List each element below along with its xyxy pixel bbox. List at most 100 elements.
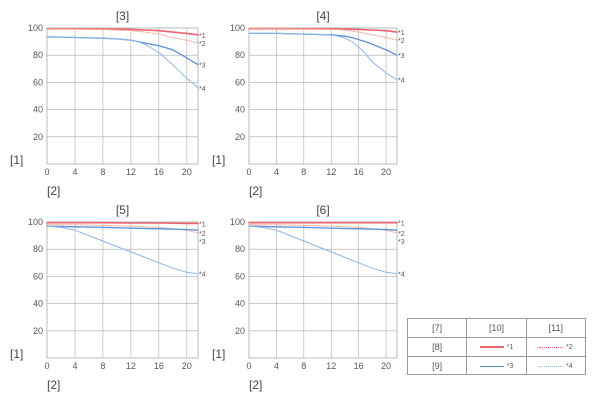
legend-entry-label: *3	[506, 362, 514, 370]
series-line-3	[46, 225, 199, 231]
x-axis-label: [2]	[47, 378, 60, 392]
plot-frame	[46, 221, 199, 359]
series-line-4	[248, 32, 398, 81]
x-tick-label: 20	[182, 167, 192, 177]
legend-header-cell: [10]	[466, 319, 525, 337]
legend-entry-series-1: *1	[466, 338, 525, 356]
y-tick-label: 60	[235, 271, 245, 281]
series-end-label: *3	[398, 239, 405, 246]
y-tick-label: 60	[33, 77, 43, 87]
dotted-line-swatch	[539, 346, 563, 348]
x-axis-label: [2]	[249, 184, 262, 198]
y-tick-label: 80	[33, 244, 43, 254]
x-tick-label: 12	[326, 167, 336, 177]
mtf-panel: 0 4 8 12 16 20 20 40 60 80 100 [5] [1] [2] *1 *2*3 *4	[10, 203, 206, 392]
y-tick-label: 100	[230, 23, 245, 33]
legend-table: [7] [10] [11] [8] *1 *2 [9] *3 *4	[407, 318, 586, 375]
chart-title: [3]	[116, 9, 129, 23]
x-tick-label: 20	[381, 361, 391, 371]
x-tick-label: 8	[301, 361, 306, 371]
x-tick-label: 16	[354, 167, 364, 177]
legend-row-label: [8]	[432, 342, 443, 352]
x-tick-label: 4	[274, 361, 279, 371]
solid-line-swatch	[479, 346, 504, 348]
series-end-label: *4	[398, 78, 405, 85]
legend-header-row: [7] [10] [11]	[408, 319, 585, 337]
dotted-line-swatch	[539, 365, 563, 367]
x-tick-label: 4	[72, 167, 77, 177]
y-tick-label: 80	[235, 244, 245, 254]
series-line-3	[46, 36, 199, 66]
x-tick-label: 4	[72, 361, 77, 371]
y-tick-label: 20	[33, 132, 43, 142]
legend-row-label: [9]	[432, 361, 443, 371]
series-line-1	[46, 27, 199, 36]
y-tick-label: 20	[235, 326, 245, 336]
series-end-label: *2	[398, 38, 405, 45]
y-tick-label: 100	[230, 217, 245, 227]
chart-title: [4]	[316, 9, 329, 23]
x-axis-label: [2]	[249, 378, 262, 392]
x-tick-label: 12	[126, 167, 136, 177]
x-tick-label: 12	[126, 361, 136, 371]
legend-entry-series-4: *4	[525, 357, 585, 375]
series-line-2	[248, 224, 398, 234]
x-tick-label: 0	[246, 167, 251, 177]
legend-header-cell: [7]	[432, 323, 443, 333]
series-line-4	[46, 225, 199, 275]
y-tick-label: 40	[33, 105, 43, 115]
y-tick-label: 100	[28, 23, 43, 33]
y-tick-label: 80	[33, 50, 43, 60]
y-axis-label: [1]	[212, 347, 225, 361]
series-line-1	[248, 27, 398, 33]
series-end-label: *1	[398, 221, 405, 228]
x-tick-label: 0	[44, 361, 49, 371]
mtf-panel: 0 4 8 12 16 20 20 40 60 80 100 [3] [1] [2] *1*2 *3 *4	[10, 9, 206, 198]
x-tick-label: 4	[274, 167, 279, 177]
x-tick-label: 0	[44, 167, 49, 177]
series-line-4	[248, 225, 398, 275]
y-tick-label: 40	[235, 299, 245, 309]
series-end-label: *1	[199, 33, 206, 40]
legend-entry-label: *4	[566, 362, 573, 370]
x-tick-label: 16	[154, 167, 164, 177]
series-end-label: *1	[398, 30, 405, 37]
x-tick-label: 12	[326, 361, 336, 371]
series-end-label: *2	[398, 231, 405, 238]
y-tick-label: 80	[235, 50, 245, 60]
y-tick-label: 40	[33, 299, 43, 309]
series-end-label: *2	[199, 231, 206, 238]
series-end-label: *4	[199, 272, 206, 279]
series-line-2	[248, 28, 398, 41]
chart-title: [5]	[116, 203, 129, 217]
legend-row: [9] *3 *4	[408, 356, 585, 375]
solid-line-swatch	[479, 365, 504, 367]
y-tick-label: 100	[28, 217, 43, 227]
y-axis-label: [1]	[10, 347, 23, 361]
x-axis-label: [2]	[47, 184, 60, 198]
series-end-label: *4	[199, 86, 206, 93]
y-axis-label: [1]	[212, 153, 225, 167]
x-tick-label: 8	[301, 167, 306, 177]
series-end-label: *4	[398, 272, 405, 279]
plot-frame	[248, 27, 398, 165]
series-line-2	[46, 28, 199, 44]
series-end-label: *3	[398, 53, 405, 60]
y-tick-label: 60	[33, 271, 43, 281]
y-tick-label: 20	[235, 132, 245, 142]
legend-entry-label: *2	[566, 343, 573, 351]
x-tick-label: 16	[154, 361, 164, 371]
legend-entry-series-2: *2	[525, 338, 585, 356]
plot-frame	[46, 27, 199, 165]
mtf-panel: 0 4 8 12 16 20 20 40 60 80 100 [4] [1] [2] *1*2 *3 *4	[212, 9, 405, 198]
legend-header-cell: [11]	[525, 319, 585, 337]
series-end-label: *1	[199, 221, 206, 228]
series-line-3	[248, 32, 398, 56]
legend-entry-series-3: *3	[466, 357, 525, 375]
legend-row: [8] *1 *2	[408, 337, 585, 356]
series-end-label: *2	[199, 41, 206, 48]
y-axis-label: [1]	[10, 153, 23, 167]
x-tick-label: 0	[246, 361, 251, 371]
series-end-label: *3	[199, 239, 206, 246]
